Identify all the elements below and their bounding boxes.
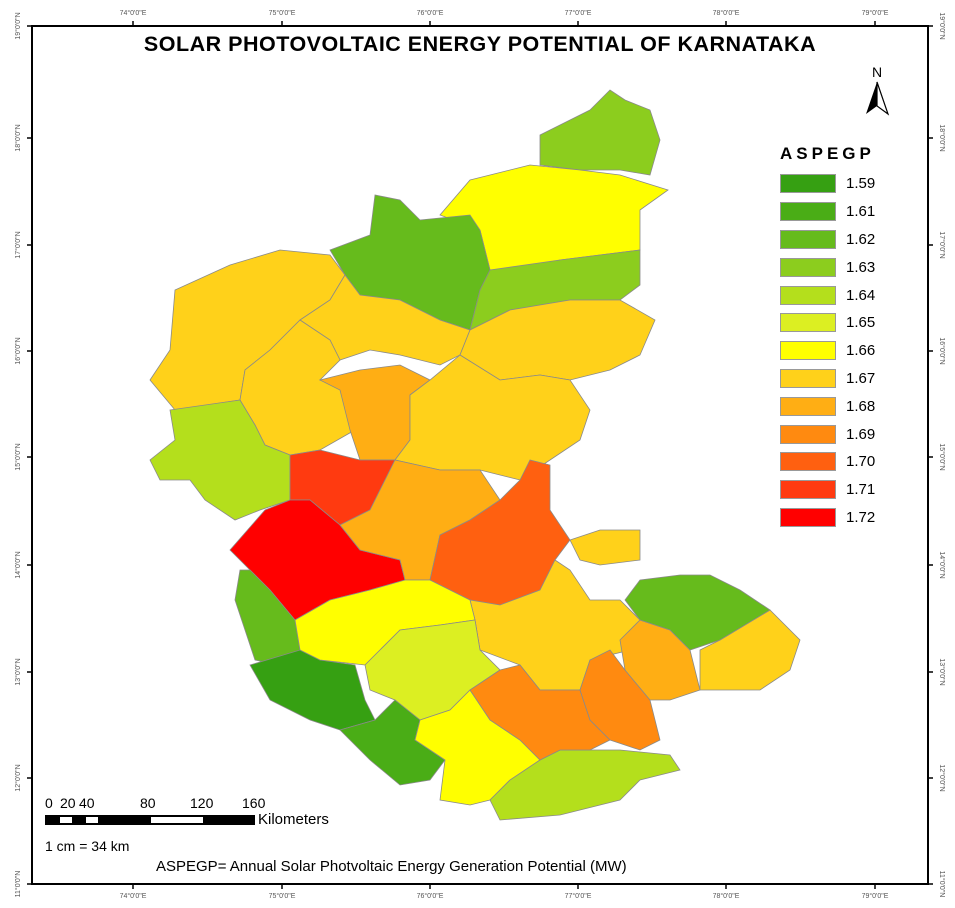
scale-number: 120 — [190, 795, 214, 811]
legend-item: 1.71 — [780, 476, 875, 504]
legend-value: 1.61 — [846, 203, 876, 221]
legend-swatch — [780, 480, 836, 500]
latitude-label: 12°0'0"N — [14, 764, 22, 791]
legend-swatch — [780, 174, 836, 194]
legend-value: 1.63 — [846, 258, 876, 276]
legend-swatch — [780, 424, 836, 444]
legend-item: 1.61 — [780, 198, 875, 226]
north-arrow-icon — [866, 81, 890, 116]
latitude-label: 12°0'0"N — [938, 764, 946, 791]
latitude-label: 13°0'0"N — [938, 658, 946, 685]
longitude-label: 76°0'0"E — [417, 9, 444, 17]
longitude-label: 74°0'0"E — [120, 9, 147, 17]
map-title: SOLAR PHOTOVOLTAIC ENERGY POTENTIAL OF K… — [143, 32, 817, 56]
legend-item: 1.66 — [780, 337, 875, 365]
legend-value: 1.70 — [846, 453, 876, 471]
legend-swatch — [780, 257, 836, 277]
legend-item: 1.63 — [780, 253, 875, 281]
legend-swatch — [780, 313, 836, 333]
legend-item: 1.68 — [780, 392, 875, 420]
north-arrow: N — [862, 64, 892, 121]
latitude-label: 19°0'0"N — [14, 12, 22, 39]
legend-title: ASPEGP — [780, 144, 875, 163]
latitude-label: 14°0'0"N — [938, 551, 946, 578]
legend-value: 1.64 — [846, 286, 876, 304]
legend-value: 1.71 — [846, 481, 876, 499]
legend-item: 1.59 — [780, 170, 875, 198]
longitude-label: 79°0'0"E — [862, 9, 889, 17]
legend-swatch — [780, 341, 836, 361]
legend-item: 1.70 — [780, 448, 875, 476]
district-region — [489, 749, 681, 821]
legend-value: 1.59 — [846, 175, 876, 193]
longitude-label: 75°0'0"E — [269, 9, 296, 17]
district-region — [149, 399, 291, 521]
latitude-label: 18°0'0"N — [14, 124, 22, 151]
footnote: ASPEGP= Annual Solar Photvoltaic Energy … — [156, 858, 627, 875]
legend-swatch — [780, 507, 836, 527]
longitude-label: 78°0'0"E — [713, 892, 740, 900]
district-region — [579, 649, 661, 751]
legend-swatch — [780, 368, 836, 388]
scale-number: 0 — [45, 795, 53, 811]
scale-number: 160 — [242, 795, 266, 811]
legend-value: 1.69 — [846, 425, 876, 443]
scale-bar-graphic — [45, 814, 255, 825]
latitude-label: 16°0'0"N — [14, 337, 22, 364]
longitude-label: 79°0'0"E — [862, 892, 889, 900]
scale-bar: 0 20 40 80 120 160 Kilometers 1 cm = 34 … — [45, 795, 329, 854]
longitude-label: 76°0'0"E — [417, 892, 444, 900]
latitude-label: 11°0'0"N — [14, 871, 22, 898]
legend-swatch — [780, 452, 836, 472]
legend-value: 1.68 — [846, 397, 876, 415]
scale-number: 20 — [60, 795, 76, 811]
district-region — [624, 574, 771, 651]
latitude-label: 15°0'0"N — [14, 443, 22, 470]
legend-item: 1.69 — [780, 420, 875, 448]
longitude-label: 74°0'0"E — [120, 892, 147, 900]
legend-swatch — [780, 229, 836, 249]
legend-value: 1.65 — [846, 314, 876, 332]
latitude-label: 17°0'0"N — [938, 231, 946, 258]
legend-swatch — [780, 202, 836, 222]
legend-value: 1.62 — [846, 230, 876, 248]
latitude-label: 13°0'0"N — [14, 658, 22, 685]
latitude-label: 11°0'0"N — [938, 871, 946, 898]
legend-item: 1.72 — [780, 504, 875, 532]
latitude-label: 14°0'0"N — [14, 551, 22, 578]
latitude-label: 18°0'0"N — [938, 124, 946, 151]
scale-number: 80 — [140, 795, 156, 811]
latitude-label: 16°0'0"N — [938, 337, 946, 364]
longitude-label: 77°0'0"E — [565, 9, 592, 17]
legend-value: 1.67 — [846, 369, 876, 387]
legend-swatch — [780, 285, 836, 305]
latitude-label: 19°0'0"N — [938, 12, 946, 39]
legend-item: 1.62 — [780, 226, 875, 254]
longitude-label: 75°0'0"E — [269, 892, 296, 900]
north-label: N — [871, 64, 883, 80]
legend-item: 1.65 — [780, 309, 875, 337]
scale-number: 40 — [79, 795, 95, 811]
legend-value: 1.66 — [846, 342, 876, 360]
district-region — [569, 529, 641, 566]
scale-ratio: 1 cm = 34 km — [45, 838, 130, 854]
district-regions — [149, 89, 801, 821]
legend-value: 1.72 — [846, 508, 876, 526]
legend-item: 1.64 — [780, 281, 875, 309]
scale-unit: Kilometers — [258, 811, 329, 828]
longitude-label: 77°0'0"E — [565, 892, 592, 900]
latitude-label: 17°0'0"N — [14, 231, 22, 258]
legend-item: 1.67 — [780, 365, 875, 393]
longitude-label: 78°0'0"E — [713, 9, 740, 17]
latitude-label: 15°0'0"N — [938, 443, 946, 470]
legend: ASPEGP 1.59 1.61 1.62 1.63 1.64 1.65 1.66 1.67 1… — [780, 144, 875, 531]
legend-swatch — [780, 396, 836, 416]
